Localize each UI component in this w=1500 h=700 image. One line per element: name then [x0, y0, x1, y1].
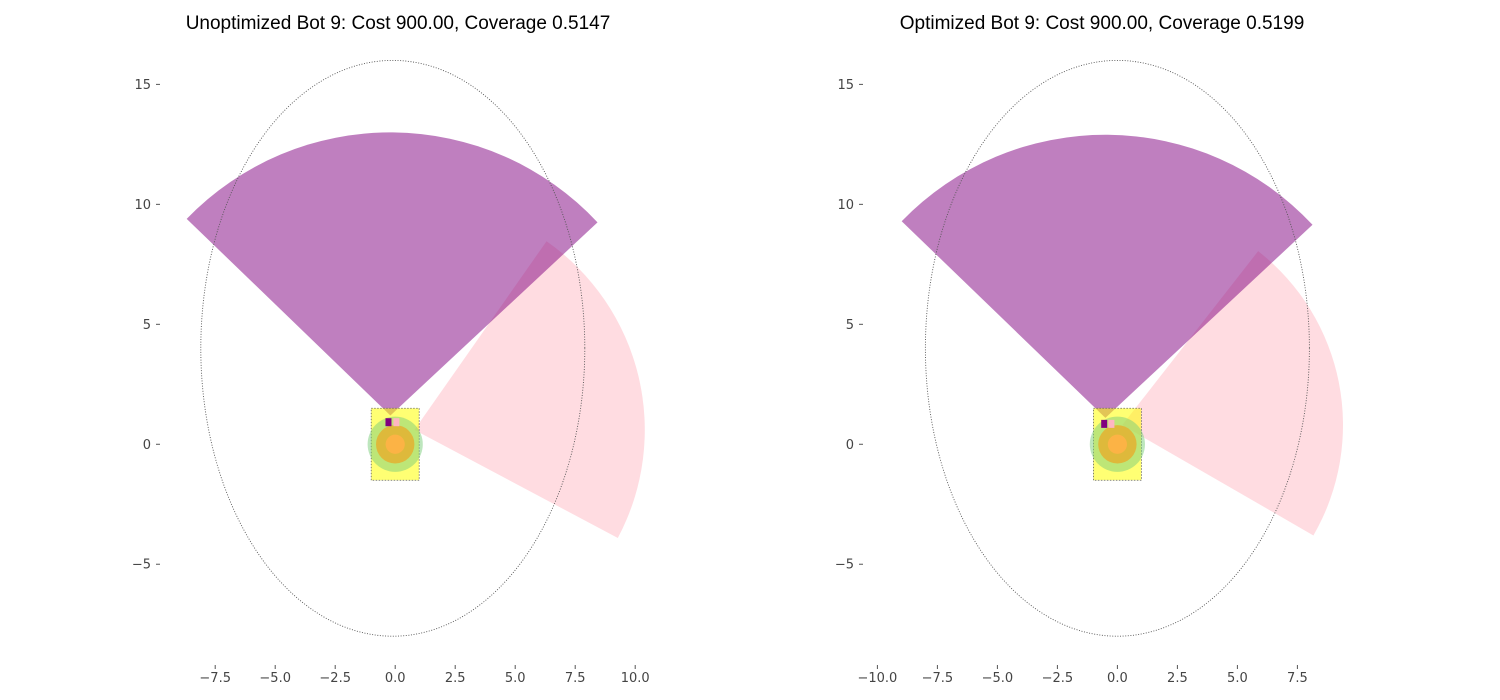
x-tick-label: 5.0: [1227, 671, 1248, 686]
x-tick-label: 7.5: [1287, 671, 1308, 686]
y-tick-label: 15: [134, 78, 151, 93]
robot-ring-2: [385, 434, 405, 454]
sensor-wedge-0: [1122, 251, 1344, 536]
chart-title: Unoptimized Bot 9: Cost 900.00, Coverage…: [186, 13, 611, 34]
x-tick-label: 10.0: [621, 671, 650, 686]
sensor-mount-mark-0: [385, 418, 392, 427]
x-tick-label: −5.0: [259, 671, 291, 686]
x-tick-label: 7.5: [565, 671, 586, 686]
axes: −7.5 −5.0 −2.5 0.0 2.5 5.0 7.5 10.0 −5 0 5 10 15: [132, 78, 650, 686]
x-tick-label: −7.5: [199, 671, 231, 686]
sensor-wedge-1: [186, 132, 598, 416]
x-tick-label: 0.0: [385, 671, 406, 686]
x-tick-label: −2.5: [319, 671, 351, 686]
y-tick-label: 10: [837, 198, 854, 213]
sensor-wedge-0: [414, 241, 645, 539]
sensor-mount-mark-1: [393, 418, 400, 427]
y-tick-label: 5: [143, 318, 151, 333]
plot-area: [901, 59, 1344, 637]
y-tick-label: 15: [837, 78, 854, 93]
chart-panel-unoptimized: Unoptimized Bot 9: Cost 900.00, Coverage…: [132, 13, 650, 686]
y-tick-label: 0: [143, 438, 151, 453]
sensor-wedge-1: [901, 134, 1313, 418]
y-tick-label: 0: [846, 438, 854, 453]
x-tick-label: 5.0: [505, 671, 526, 686]
x-tick-label: −7.5: [922, 671, 954, 686]
sensor-mount-mark-1: [1108, 419, 1115, 428]
y-tick-label: 10: [134, 198, 151, 213]
x-tick-label: −10.0: [857, 671, 897, 686]
axes: −10.0 −7.5 −5.0 −2.5 0.0 2.5 5.0 7.5 −5 0 5 10 15: [835, 78, 1308, 686]
x-tick-label: −2.5: [1042, 671, 1074, 686]
y-tick-label: 5: [846, 318, 854, 333]
robot-ring-2: [1107, 434, 1127, 454]
y-tick-label: −5: [835, 558, 854, 573]
boundary-ellipse: [200, 59, 586, 637]
x-tick-label: 0.0: [1107, 671, 1128, 686]
plot-area: [186, 59, 645, 637]
y-tick-label: −5: [132, 558, 151, 573]
x-tick-label: −5.0: [982, 671, 1014, 686]
x-tick-label: 2.5: [445, 671, 466, 686]
x-tick-label: 2.5: [1167, 671, 1188, 686]
sensor-mount-mark-0: [1101, 419, 1108, 428]
boundary-ellipse: [924, 59, 1310, 637]
chart-panel-optimized: Optimized Bot 9: Cost 900.00, Coverage 0…: [835, 13, 1344, 686]
chart-title: Optimized Bot 9: Cost 900.00, Coverage 0…: [900, 13, 1305, 34]
